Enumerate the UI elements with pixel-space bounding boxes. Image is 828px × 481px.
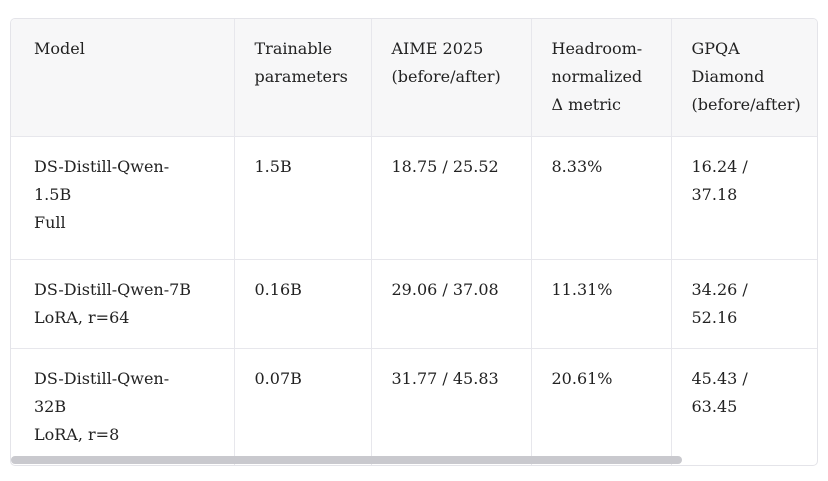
column-header-headroom-delta: Headroom-normalized Δ metric (531, 19, 672, 137)
model-name: DS-Distill-Qwen-1.5B (34, 156, 170, 204)
table-header-row: Model Trainable parameters AIME 2025 (be… (11, 19, 817, 137)
aime-score-cell: 31.77 / 45.83 (371, 348, 532, 465)
table-row: DS-Distill-Qwen-32B LoRA, r=8 0.07B 31.7… (11, 348, 817, 465)
trainable-parameters-cell: 0.16B (234, 259, 372, 349)
model-cell: DS-Distill-Qwen-7B LoRA, r=64 (11, 259, 235, 349)
model-name: DS-Distill-Qwen-7B (34, 279, 192, 299)
model-variant: Full (34, 212, 66, 232)
column-header-model: Model (11, 19, 235, 137)
model-variant: LoRA, r=64 (34, 307, 130, 327)
gpqa-score-cell: 45.43 / 63.45 (691, 368, 748, 416)
trainable-parameters-cell: 0.07B (234, 348, 372, 465)
results-table: Model Trainable parameters AIME 2025 (be… (11, 19, 817, 465)
table-row: DS-Distill-Qwen-7B LoRA, r=64 0.16B 29.0… (11, 259, 817, 349)
table-scroll-container[interactable]: Model Trainable parameters AIME 2025 (be… (10, 18, 818, 466)
gpqa-score-cell: 16.24 / 37.18 (671, 136, 817, 260)
model-name: DS-Distill-Qwen-32B (34, 368, 170, 416)
column-header-aime-2025: AIME 2025 (before/after) (371, 19, 532, 137)
horizontal-scrollbar-thumb[interactable] (11, 456, 682, 464)
table-row: DS-Distill-Qwen-1.5B Full 1.5B 18.75 / 2… (11, 136, 817, 260)
model-cell: DS-Distill-Qwen-1.5B Full (11, 136, 235, 260)
gpqa-score-cell: 34.26 / 52.16 (671, 259, 817, 349)
model-cell: DS-Distill-Qwen-32B LoRA, r=8 (11, 348, 235, 465)
headroom-delta-cell: 8.33% (531, 136, 672, 260)
aime-score-cell: 29.06 / 37.08 (371, 259, 532, 349)
headroom-delta-cell: 11.31% (531, 259, 672, 349)
column-header-gpqa-diamond: GPQA Diamond (before/after) (671, 19, 817, 137)
column-header-trainable-parameters: Trainable parameters (234, 19, 372, 137)
trainable-parameters-cell: 1.5B (234, 136, 372, 260)
model-variant: LoRA, r=8 (34, 424, 120, 444)
headroom-delta-cell: 20.61% (531, 348, 672, 465)
aime-score-cell: 18.75 / 25.52 (371, 136, 532, 260)
